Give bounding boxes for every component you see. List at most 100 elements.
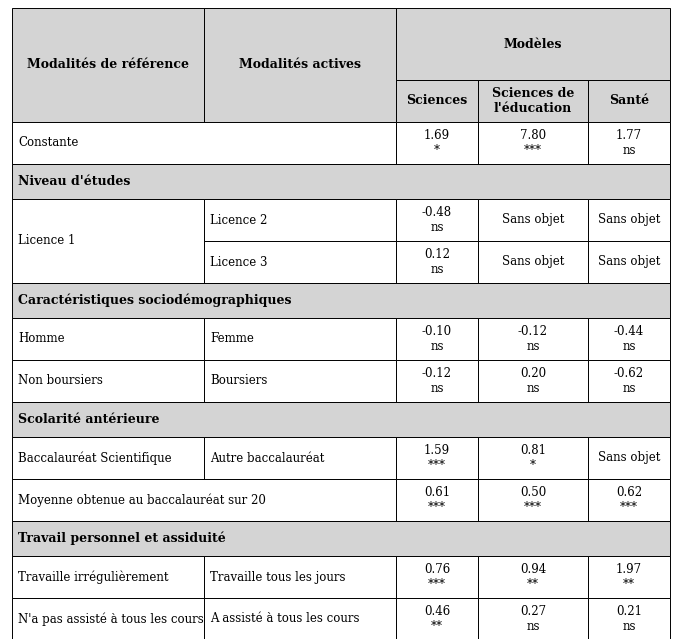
Text: 1.59
***: 1.59 *** xyxy=(424,444,450,472)
Bar xyxy=(478,199,588,241)
Text: Sciences: Sciences xyxy=(406,95,468,107)
Text: 0.20
ns: 0.20 ns xyxy=(520,367,546,395)
Text: Caractéristiques sociodémographiques: Caractéristiques sociodémographiques xyxy=(18,294,291,307)
Text: Autre baccalauréat: Autre baccalauréat xyxy=(210,452,325,465)
Text: Sans objet: Sans objet xyxy=(598,213,660,226)
Text: Femme: Femme xyxy=(210,332,254,346)
Bar xyxy=(478,556,588,598)
Text: -0.48
ns: -0.48 ns xyxy=(422,206,452,234)
Bar xyxy=(396,556,478,598)
Bar xyxy=(204,360,396,402)
Bar xyxy=(12,598,204,639)
Bar xyxy=(588,241,670,283)
Bar xyxy=(204,437,396,479)
Text: 0.27
ns: 0.27 ns xyxy=(520,605,546,633)
Text: Sans objet: Sans objet xyxy=(598,452,660,465)
Text: 0.50
***: 0.50 *** xyxy=(520,486,546,514)
Bar xyxy=(478,80,588,122)
Text: -0.44
ns: -0.44 ns xyxy=(614,325,644,353)
Bar xyxy=(204,556,396,598)
Bar xyxy=(588,199,670,241)
Text: Travaille tous les jours: Travaille tous les jours xyxy=(210,571,346,583)
Bar xyxy=(588,80,670,122)
Bar xyxy=(12,360,204,402)
Text: Santé: Santé xyxy=(609,95,649,107)
Bar xyxy=(396,80,478,122)
Text: Travail personnel et assiduité: Travail personnel et assiduité xyxy=(18,532,226,545)
Bar xyxy=(396,360,478,402)
Text: 0.94
**: 0.94 ** xyxy=(520,563,546,591)
Bar xyxy=(478,318,588,360)
Bar xyxy=(12,164,670,199)
Text: Modalités actives: Modalités actives xyxy=(239,59,361,72)
Text: 0.62
***: 0.62 *** xyxy=(616,486,642,514)
Bar xyxy=(204,598,396,639)
Bar xyxy=(588,360,670,402)
Text: Niveau d'études: Niveau d'études xyxy=(18,175,130,188)
Text: -0.12
ns: -0.12 ns xyxy=(422,367,452,395)
Text: 0.81
*: 0.81 * xyxy=(520,444,546,472)
Bar xyxy=(588,318,670,360)
Text: 0.12
ns: 0.12 ns xyxy=(424,248,450,276)
Bar xyxy=(588,122,670,164)
Bar xyxy=(396,437,478,479)
Bar xyxy=(588,479,670,521)
Text: Homme: Homme xyxy=(18,332,65,346)
Bar xyxy=(12,199,204,283)
Bar xyxy=(478,437,588,479)
Bar xyxy=(12,318,204,360)
Text: Sans objet: Sans objet xyxy=(502,256,564,268)
Text: A assisté à tous les cours: A assisté à tous les cours xyxy=(210,613,359,626)
Bar xyxy=(204,241,396,283)
Bar xyxy=(12,402,670,437)
Bar xyxy=(588,598,670,639)
Text: Licence 2: Licence 2 xyxy=(210,213,267,226)
Bar xyxy=(478,479,588,521)
Bar xyxy=(478,598,588,639)
Bar xyxy=(588,556,670,598)
Text: Modèles: Modèles xyxy=(504,38,562,50)
Text: 7.80
***: 7.80 *** xyxy=(520,129,546,157)
Text: 0.61
***: 0.61 *** xyxy=(424,486,450,514)
Bar xyxy=(396,8,670,80)
Text: Non boursiers: Non boursiers xyxy=(18,374,103,387)
Bar xyxy=(12,283,670,318)
Bar xyxy=(396,199,478,241)
Bar xyxy=(396,318,478,360)
Bar xyxy=(12,556,204,598)
Bar xyxy=(396,122,478,164)
Text: Constante: Constante xyxy=(18,137,78,150)
Text: Baccalauréat Scientifique: Baccalauréat Scientifique xyxy=(18,451,172,465)
Bar xyxy=(12,122,396,164)
Text: 0.21
ns: 0.21 ns xyxy=(616,605,642,633)
Bar xyxy=(396,479,478,521)
Bar xyxy=(396,598,478,639)
Bar xyxy=(478,122,588,164)
Text: Licence 1: Licence 1 xyxy=(18,235,76,247)
Text: 1.97
**: 1.97 ** xyxy=(616,563,642,591)
Text: -0.62
ns: -0.62 ns xyxy=(614,367,644,395)
Text: -0.10
ns: -0.10 ns xyxy=(422,325,452,353)
Text: Scolarité antérieure: Scolarité antérieure xyxy=(18,413,160,426)
Text: -0.12
ns: -0.12 ns xyxy=(518,325,548,353)
Text: Sans objet: Sans objet xyxy=(502,213,564,226)
Bar xyxy=(12,8,204,122)
Text: 0.46
**: 0.46 ** xyxy=(424,605,450,633)
Bar xyxy=(396,241,478,283)
Text: Licence 3: Licence 3 xyxy=(210,256,267,268)
Bar xyxy=(478,360,588,402)
Text: Travaille irrégulièrement: Travaille irrégulièrement xyxy=(18,570,168,584)
Bar xyxy=(204,199,396,241)
Text: Moyenne obtenue au baccalauréat sur 20: Moyenne obtenue au baccalauréat sur 20 xyxy=(18,493,266,507)
Bar xyxy=(588,437,670,479)
Text: 1.77
ns: 1.77 ns xyxy=(616,129,642,157)
Text: Sciences de
l'éducation: Sciences de l'éducation xyxy=(492,87,574,115)
Bar xyxy=(12,479,396,521)
Bar xyxy=(204,8,396,122)
Text: Sans objet: Sans objet xyxy=(598,256,660,268)
Text: N'a pas assisté à tous les cours: N'a pas assisté à tous les cours xyxy=(18,612,204,626)
Bar xyxy=(12,437,204,479)
Bar xyxy=(12,521,670,556)
Text: 0.76
***: 0.76 *** xyxy=(424,563,450,591)
Text: Boursiers: Boursiers xyxy=(210,374,267,387)
